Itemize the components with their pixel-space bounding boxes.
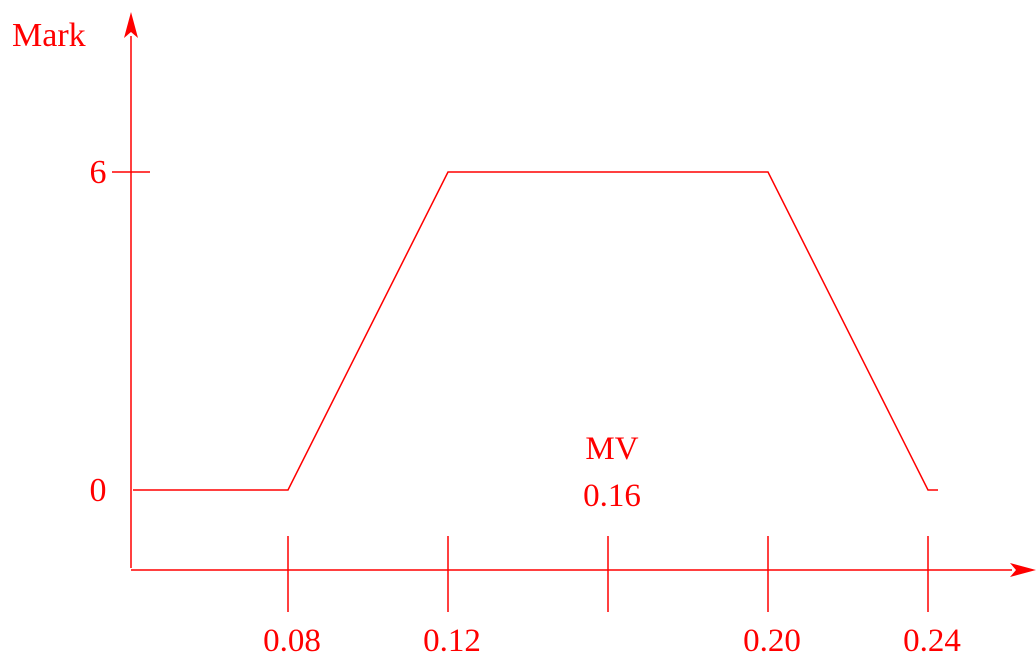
mv-value-label: 0.16 bbox=[583, 478, 641, 514]
x-tick-label-0.20: 0.20 bbox=[743, 623, 801, 659]
x-tick-label-0.08: 0.08 bbox=[263, 623, 321, 659]
y-tick-label-0: 0 bbox=[90, 472, 107, 509]
x-axis-arrow bbox=[1010, 563, 1036, 577]
y-axis-label: Mark bbox=[12, 17, 86, 54]
mv-label: MV bbox=[585, 431, 638, 467]
y-axis-arrow bbox=[124, 12, 138, 38]
x-tick-label-0.24: 0.24 bbox=[903, 623, 961, 659]
y-tick-label-6: 6 bbox=[90, 154, 107, 191]
x-tick-label-0.12: 0.12 bbox=[423, 623, 481, 659]
series-line bbox=[133, 171, 938, 491]
